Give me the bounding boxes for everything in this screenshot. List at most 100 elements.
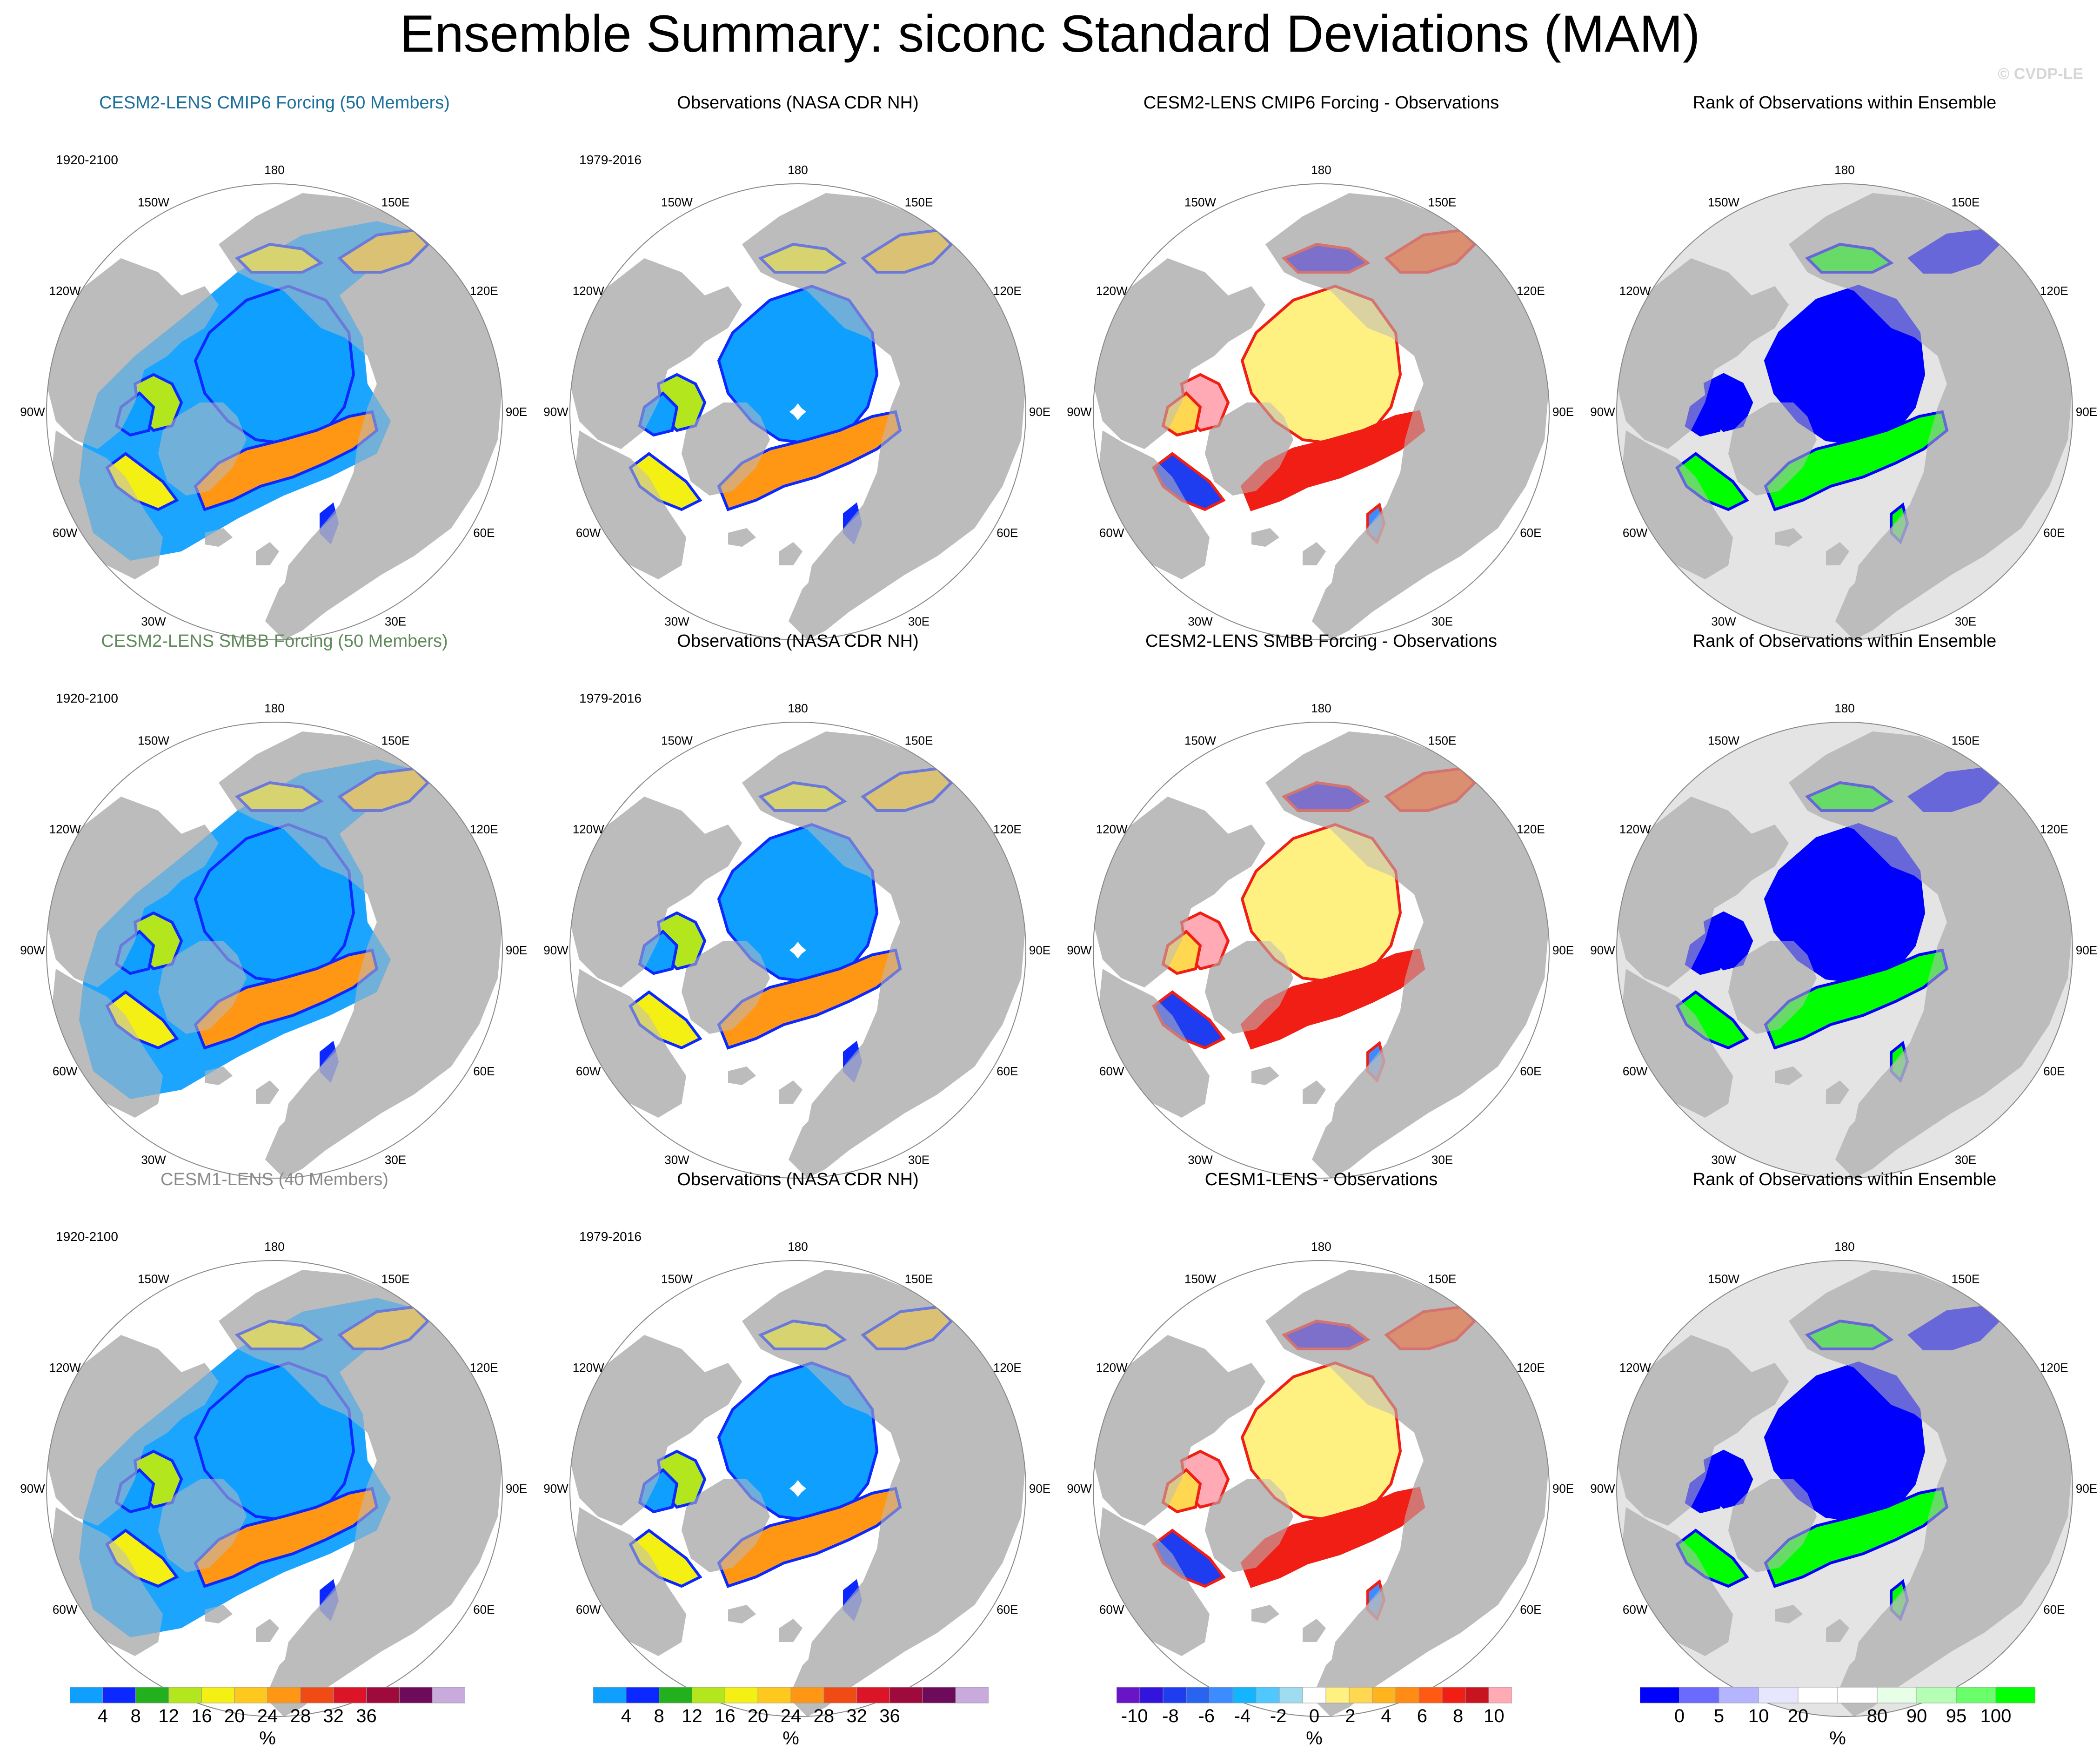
land-overlay [1826,542,1849,565]
colorbar-swatch [1256,1687,1280,1703]
colorbar-swatch [1679,1687,1719,1703]
colorbar-swatch [300,1687,334,1703]
land-overlay [1098,969,1210,1118]
polar-map: 180150E120E90E60E30E030W60W90W120W150W [20,1240,527,1717]
polar-map: 180150E120E90E60E30E030W60W90W120W150W [1067,701,1574,1179]
colorbar-tick-label: 100 [1980,1706,2012,1726]
land-overlay [256,542,279,565]
longitude-label: 90E [2076,943,2097,957]
colorbar-swatch [955,1687,989,1703]
longitude-label: 120W [49,1361,81,1375]
land-overlay [1854,1568,1933,1684]
copyright-label: © CVDP-LE [1998,65,2083,83]
colorbar-swatch [201,1687,235,1703]
colorbar-tick-label: 0 [1674,1706,1685,1726]
longitude-label: 60E [2043,1064,2065,1078]
land-overlay [1789,193,2073,640]
land-overlay [1854,1029,1933,1146]
map-border [569,722,1026,1179]
colorbar-tick-label: 4 [97,1706,108,1726]
land-overlay [807,1029,886,1146]
longitude-label: 150E [1428,195,1457,209]
land-overlay [205,1605,233,1623]
longitude-label: 30E [1431,1153,1453,1167]
colorbar-swatches [1639,1687,2036,1703]
polar-map: 180150E120E90E60E30E030W60W90W120W150W [1590,163,2097,640]
longitude-label: 90W [1067,405,1092,419]
panel-title: Rank of Observations within Ensemble [1692,93,1997,113]
longitude-label: 60W [53,1603,78,1616]
land-overlay [779,542,803,565]
colorbar-tick-label: 0 [1309,1706,1320,1726]
longitude-label: 60W [1099,1064,1124,1078]
longitude-label: 90E [1552,1482,1574,1495]
longitude-label: 30W [1188,614,1213,628]
longitude-label: 90W [1590,405,1615,419]
colorbar-swatch [922,1687,956,1703]
longitude-label: 60E [2043,526,2065,540]
longitude-label: 30E [385,614,406,628]
land-overlay [1251,1066,1279,1085]
longitude-label: 60W [1099,526,1124,540]
longitude-label: 120E [1517,822,1545,836]
map-border [1616,1260,2073,1717]
longitude-label: 60W [1623,1603,1648,1616]
panel-title: Observations (NASA CDR NH) [677,93,919,113]
colorbar-tick-label: 32 [323,1706,344,1726]
land-overlay [158,1479,247,1572]
land-overlay [284,1568,363,1684]
colorbar-swatch [1837,1687,1878,1703]
colorbar-swatch [1758,1687,1799,1703]
land-overlay [1303,1080,1326,1104]
colorbar: 0 5 10 20 80 90 95 100% [1639,1686,2036,1751]
land-overlay [1775,528,1803,547]
map-panel: CESM2-LENS SMBB Forcing - Observations 18… [1065,631,1577,1180]
colorbar-swatch [1279,1687,1303,1703]
colorbar-swatch [1302,1687,1326,1703]
land-overlay [570,258,742,449]
colorbar-tick-label: 95 [1946,1706,1967,1726]
longitude-label: 90E [1552,943,1574,957]
longitude-label: 90E [1029,1482,1050,1495]
colorbar-unit: % [1829,1728,1846,1749]
longitude-label: 60W [1099,1603,1124,1616]
longitude-label: 120E [2040,822,2068,836]
colorbar: -10 -8 -6 -4 -2 0 2 4 6 8 10% [1116,1686,1512,1751]
land-overlay [1205,1479,1293,1572]
colorbar-swatch [1639,1687,1680,1703]
longitude-label: 30W [141,614,166,628]
colorbar-tick-label: 20 [747,1706,769,1726]
colorbar-swatch [823,1687,857,1703]
colorbar-swatch [1395,1687,1419,1703]
colorbar-tick-label: 24 [780,1706,802,1726]
land-overlay [219,731,502,1178]
colorbar-swatch [1232,1687,1257,1703]
land-overlay [1728,941,1817,1034]
land-overlay [256,1619,279,1642]
colorbar-unit: % [259,1728,276,1749]
colorbar-swatch [724,1687,758,1703]
longitude-label: 180 [788,163,808,177]
map-border [1093,722,1550,1179]
longitude-label: 120E [1517,284,1545,298]
colorbar-tick-label: 8 [1452,1706,1464,1726]
land-overlay [1775,1066,1803,1085]
colorbar-tick-label: 32 [846,1706,867,1726]
longitude-label: 120W [1096,284,1128,298]
longitude-label: 150W [138,734,169,748]
colorbar-tick-label: -8 [1162,1706,1179,1726]
longitude-label: 90E [2076,1482,2097,1495]
longitude-label: 90W [543,943,568,957]
longitude-label: 150E [381,195,410,209]
longitude-label: 150W [1708,195,1739,209]
land-overlay [1331,1568,1410,1684]
polar-map: 180150E120E90E60E30E030W60W90W120W150W [1067,1240,1574,1717]
map-border [1093,183,1550,640]
colorbar-tick-label: 2 [1345,1706,1356,1726]
longitude-label: 120E [2040,1361,2068,1375]
longitude-label: 120W [573,1361,604,1375]
colorbar-tick-label: 10 [1748,1706,1769,1726]
longitude-label: 150W [138,1272,169,1286]
colorbar-tick-label: 20 [224,1706,245,1726]
colorbar-tick-label: 20 [1787,1706,1809,1726]
